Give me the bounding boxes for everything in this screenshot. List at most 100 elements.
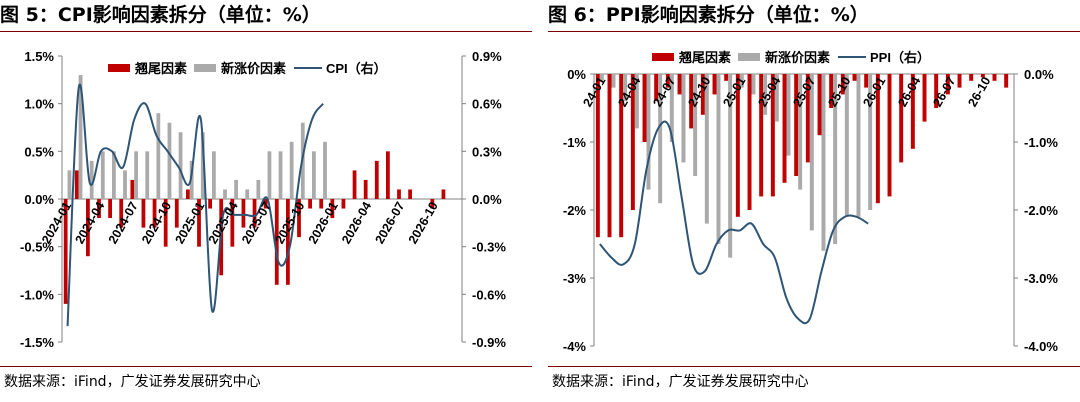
legend-swatch-new-factor: [738, 53, 760, 61]
ppi-chart-title: 图 6：PPI影响因素拆分（单位：%）: [548, 4, 869, 26]
new-factor-bar: [200, 132, 205, 199]
carryover-bar: [441, 189, 446, 199]
new-factor-bar: [112, 151, 116, 199]
carryover-bar: [230, 199, 235, 247]
carryover-bar: [286, 199, 290, 285]
right-axis-label: -3.0%: [1024, 271, 1058, 286]
carryover-bar: [677, 74, 682, 95]
legend-swatch-carryover: [108, 64, 130, 72]
carryover-bar: [408, 189, 412, 199]
legend-label-carryover: 翘尾因素: [134, 61, 187, 76]
left-axis-label: 0.0%: [24, 192, 54, 207]
new-factor-bar: [798, 74, 803, 190]
legend-label-new-factor: 新涨价因素: [221, 61, 286, 76]
legend-swatch-new-factor: [194, 64, 216, 72]
new-factor-bar: [669, 74, 674, 142]
carryover-bar: [374, 160, 379, 199]
right-axis-label: 0.0%: [472, 192, 502, 207]
source-divider: [0, 366, 532, 367]
new-factor-bar: [868, 74, 873, 210]
new-factor-bar: [786, 74, 791, 156]
carryover-bar: [875, 74, 880, 204]
carryover-bar: [654, 74, 659, 102]
carryover-bar: [97, 199, 101, 219]
left-axis-label: 1.5%: [24, 49, 54, 64]
new-factor-bar: [658, 74, 663, 204]
new-factor-bar: [739, 74, 744, 88]
left-axis-label: -0.5%: [20, 240, 54, 255]
new-factor-bar: [189, 160, 194, 199]
new-factor-bar: [599, 74, 604, 81]
new-factor-bar: [821, 74, 826, 251]
new-factor-bar: [89, 160, 94, 199]
x-axis-label: 2026-10: [406, 199, 441, 246]
carryover-bar: [782, 74, 787, 183]
carryover-bar: [887, 74, 892, 197]
carryover-bar: [252, 199, 257, 228]
new-factor-bar: [623, 74, 628, 102]
new-factor-bar: [611, 74, 616, 88]
right-axis-label: -0.9%: [472, 335, 506, 350]
cpi-chart-source: 数据来源：iFind，广发证券发展研究中心: [4, 374, 261, 390]
carryover-bar: [397, 189, 401, 199]
right-axis-label: 0.0%: [1024, 67, 1054, 82]
carryover-bar: [186, 189, 190, 199]
right-axis-label: 0.3%: [472, 144, 502, 159]
carryover-bar: [934, 74, 939, 108]
new-factor-bar: [844, 74, 849, 217]
carryover-bar: [969, 74, 974, 81]
new-factor-bar: [212, 151, 216, 199]
new-factor-bar: [178, 132, 183, 199]
carryover-bar: [130, 179, 135, 199]
carryover-bar: [840, 74, 845, 95]
title-divider: [0, 31, 532, 32]
carryover-bar: [980, 74, 985, 78]
carryover-bar: [174, 199, 179, 228]
left-axis-label: 1.0%: [24, 97, 54, 112]
title-divider: [548, 31, 1080, 32]
ppi-chart-source: 数据来源：iFind，广发证券发展研究中心: [552, 374, 809, 390]
carryover-bar: [724, 74, 729, 81]
left-axis-label: -3%: [563, 271, 587, 286]
carryover-bar: [910, 74, 915, 149]
carryover-bar: [805, 74, 810, 163]
carryover-bar: [957, 74, 962, 88]
new-factor-bar: [78, 75, 83, 199]
carryover-bar: [319, 199, 324, 209]
new-factor-bar: [693, 74, 698, 176]
cpi-chart-panel: 图 5：CPI影响因素拆分（单位：%） -1.5% -1.0% -0.5% 0.0% 0…: [0, 0, 532, 402]
x-axis-label: 2026-07: [372, 199, 407, 246]
carryover-bar: [665, 74, 670, 88]
legend-label-carryover: 翘尾因素: [678, 50, 731, 65]
carryover-bar: [308, 199, 312, 209]
new-factor-bar: [289, 141, 294, 199]
right-axis-label: 0.6%: [472, 97, 502, 112]
carryover-bar: [352, 170, 357, 199]
cpi-chart-title: 图 5：CPI影响因素拆分（单位：%）: [0, 4, 321, 26]
right-axis-label: 0.9%: [472, 49, 502, 64]
carryover-bar: [630, 74, 635, 210]
new-factor-bar: [123, 170, 127, 199]
carryover-bar: [163, 199, 168, 247]
carryover-bar: [86, 199, 90, 257]
new-factor-bar: [278, 151, 283, 199]
carryover-bar: [63, 199, 68, 304]
carryover-bar: [263, 199, 268, 209]
left-axis-label: 0%: [567, 67, 586, 82]
right-axis-label: -0.6%: [472, 287, 506, 302]
carryover-bar: [208, 199, 212, 209]
new-factor-bar: [267, 151, 272, 199]
carryover-bar: [274, 199, 279, 285]
new-factor-bar: [763, 74, 768, 115]
right-axis-label: -0.3%: [472, 240, 506, 255]
right-axis-label: -4.0%: [1024, 339, 1058, 354]
carryover-bar: [770, 74, 775, 197]
carryover-bar: [74, 170, 79, 199]
carryover-bar: [747, 74, 752, 210]
carryover-bar: [829, 74, 834, 108]
left-axis-label: -1.5%: [20, 335, 54, 350]
new-factor-bar: [774, 74, 779, 122]
new-factor-bar: [704, 74, 709, 224]
carryover-bar: [108, 199, 112, 219]
carryover-bar: [386, 151, 390, 199]
